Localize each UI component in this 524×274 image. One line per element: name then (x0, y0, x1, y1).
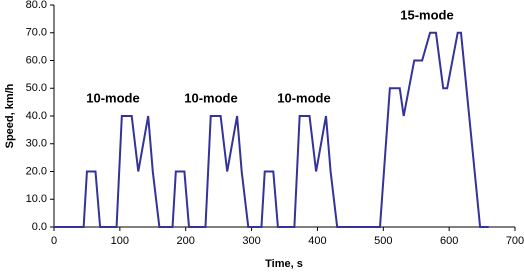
annotation: 15-mode (400, 7, 453, 22)
x-tick-label: 300 (242, 235, 260, 247)
x-tick-label: 600 (440, 235, 458, 247)
y-tick-label: 20.0 (26, 165, 47, 177)
y-tick-label: 40.0 (26, 110, 47, 122)
x-axis-title: Time, s (265, 258, 303, 270)
y-tick-label: 50.0 (26, 82, 47, 94)
annotation: 10-mode (277, 90, 330, 105)
x-tick-label: 700 (506, 235, 524, 247)
y-tick-label: 10.0 (26, 193, 47, 205)
y-tick-label: 60.0 (26, 54, 47, 66)
y-axis-title: Speed, km/h (4, 83, 16, 148)
y-tick-label: 80.0 (26, 0, 47, 11)
y-tick-label: 0.0 (32, 221, 47, 233)
x-tick-label: 200 (177, 235, 195, 247)
annotation: 10-mode (86, 90, 139, 105)
x-tick-label: 0 (51, 235, 57, 247)
y-tick-label: 30.0 (26, 138, 47, 150)
speed-line (54, 31, 489, 228)
y-tick-label: 70.0 (26, 27, 47, 39)
annotation: 10-mode (184, 90, 237, 105)
x-tick-label: 500 (374, 235, 392, 247)
x-tick-label: 400 (308, 235, 326, 247)
x-tick-label: 100 (111, 235, 129, 247)
